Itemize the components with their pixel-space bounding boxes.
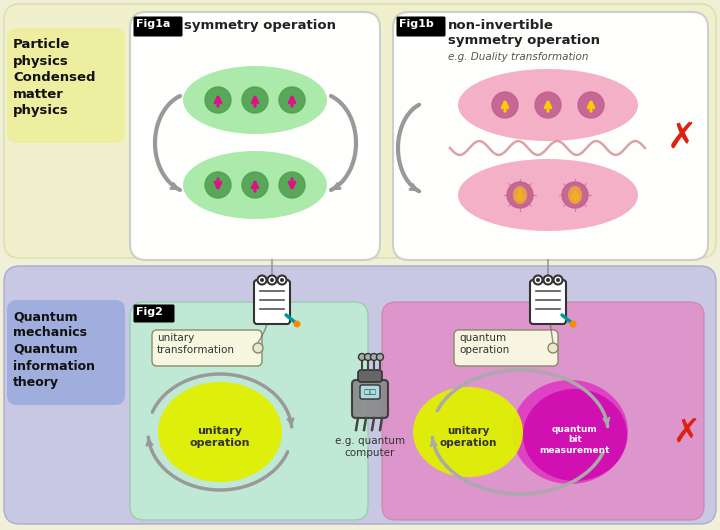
Ellipse shape <box>183 66 327 134</box>
Circle shape <box>570 321 577 328</box>
Text: e.g. quantum
computer: e.g. quantum computer <box>335 436 405 458</box>
FancyBboxPatch shape <box>352 380 388 418</box>
Circle shape <box>544 276 552 285</box>
Circle shape <box>242 87 268 113</box>
Circle shape <box>205 172 231 198</box>
Ellipse shape <box>413 387 523 477</box>
Text: unitary
operation: unitary operation <box>439 426 497 448</box>
Circle shape <box>359 354 366 360</box>
FancyBboxPatch shape <box>130 12 380 260</box>
Circle shape <box>280 278 284 282</box>
Ellipse shape <box>458 69 638 141</box>
Circle shape <box>371 354 377 360</box>
FancyBboxPatch shape <box>358 370 382 382</box>
Text: unitary
operation: unitary operation <box>190 426 251 448</box>
Circle shape <box>554 276 562 285</box>
Circle shape <box>548 343 558 353</box>
Circle shape <box>279 87 305 113</box>
FancyBboxPatch shape <box>133 16 182 37</box>
Ellipse shape <box>513 186 527 204</box>
Circle shape <box>364 354 372 360</box>
FancyBboxPatch shape <box>152 330 262 366</box>
FancyBboxPatch shape <box>393 12 708 260</box>
Text: □□: □□ <box>364 389 377 395</box>
Circle shape <box>253 343 263 353</box>
Circle shape <box>536 278 540 282</box>
Circle shape <box>556 278 560 282</box>
Text: unitary
transformation: unitary transformation <box>157 333 235 355</box>
Circle shape <box>535 92 561 118</box>
Circle shape <box>277 276 287 285</box>
FancyBboxPatch shape <box>4 4 716 258</box>
Text: Particle
physics
Condensed
matter
physics: Particle physics Condensed matter physic… <box>13 38 96 117</box>
Text: non-invertible
symmetry operation: non-invertible symmetry operation <box>448 19 600 47</box>
Text: Fig2: Fig2 <box>136 307 163 317</box>
FancyBboxPatch shape <box>130 302 368 520</box>
Circle shape <box>270 278 274 282</box>
Circle shape <box>492 92 518 118</box>
Text: ✗: ✗ <box>667 121 697 155</box>
Circle shape <box>260 278 264 282</box>
Circle shape <box>546 278 550 282</box>
Text: quantum
bit
measurement: quantum bit measurement <box>540 425 611 455</box>
Text: Fig1b: Fig1b <box>399 19 433 29</box>
Text: ✗: ✗ <box>672 416 700 448</box>
Ellipse shape <box>183 151 327 219</box>
FancyBboxPatch shape <box>530 280 566 324</box>
Circle shape <box>258 276 266 285</box>
FancyBboxPatch shape <box>382 302 704 520</box>
Circle shape <box>294 321 300 328</box>
FancyBboxPatch shape <box>454 330 558 366</box>
Text: e.g. Duality transformation: e.g. Duality transformation <box>448 52 588 62</box>
Text: Quantum
mechanics
Quantum
information
theory: Quantum mechanics Quantum information th… <box>13 310 95 389</box>
Circle shape <box>279 172 305 198</box>
Circle shape <box>562 182 588 208</box>
Text: symmetry operation: symmetry operation <box>184 19 336 32</box>
FancyBboxPatch shape <box>254 280 290 324</box>
FancyBboxPatch shape <box>7 300 125 405</box>
Circle shape <box>578 92 604 118</box>
Circle shape <box>268 276 276 285</box>
Ellipse shape <box>523 389 627 481</box>
Circle shape <box>205 87 231 113</box>
Ellipse shape <box>568 186 582 204</box>
Ellipse shape <box>458 159 638 231</box>
FancyBboxPatch shape <box>360 385 380 399</box>
Circle shape <box>242 172 268 198</box>
FancyBboxPatch shape <box>7 28 125 143</box>
Ellipse shape <box>158 382 282 482</box>
Circle shape <box>507 182 533 208</box>
Text: quantum
operation: quantum operation <box>459 333 509 355</box>
FancyBboxPatch shape <box>397 16 446 37</box>
Ellipse shape <box>512 380 628 484</box>
Text: Fig1a: Fig1a <box>136 19 171 29</box>
FancyBboxPatch shape <box>4 266 716 524</box>
Circle shape <box>534 276 542 285</box>
Circle shape <box>377 354 384 360</box>
FancyBboxPatch shape <box>133 305 174 322</box>
